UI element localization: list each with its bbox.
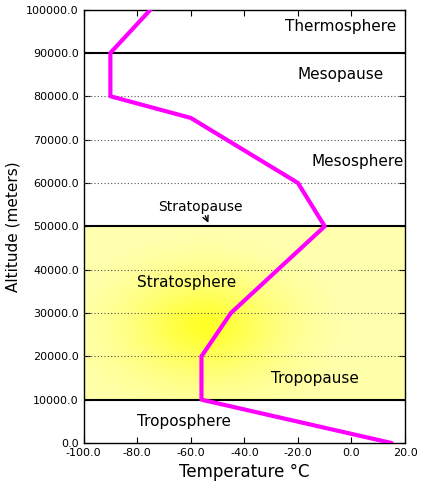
Y-axis label: Altitude (meters): Altitude (meters) <box>5 161 21 292</box>
Text: Mesopause: Mesopause <box>298 67 384 82</box>
Text: Tropopause: Tropopause <box>271 371 359 386</box>
Text: Mesosphere: Mesosphere <box>311 154 404 169</box>
X-axis label: Temperature °C: Temperature °C <box>179 464 310 482</box>
Text: Stratopause: Stratopause <box>159 200 243 214</box>
Bar <box>84 356 405 400</box>
Text: Troposphere: Troposphere <box>137 414 231 429</box>
Text: Thermosphere: Thermosphere <box>285 19 396 35</box>
Bar <box>84 226 405 400</box>
Text: Stratosphere: Stratosphere <box>137 275 236 290</box>
